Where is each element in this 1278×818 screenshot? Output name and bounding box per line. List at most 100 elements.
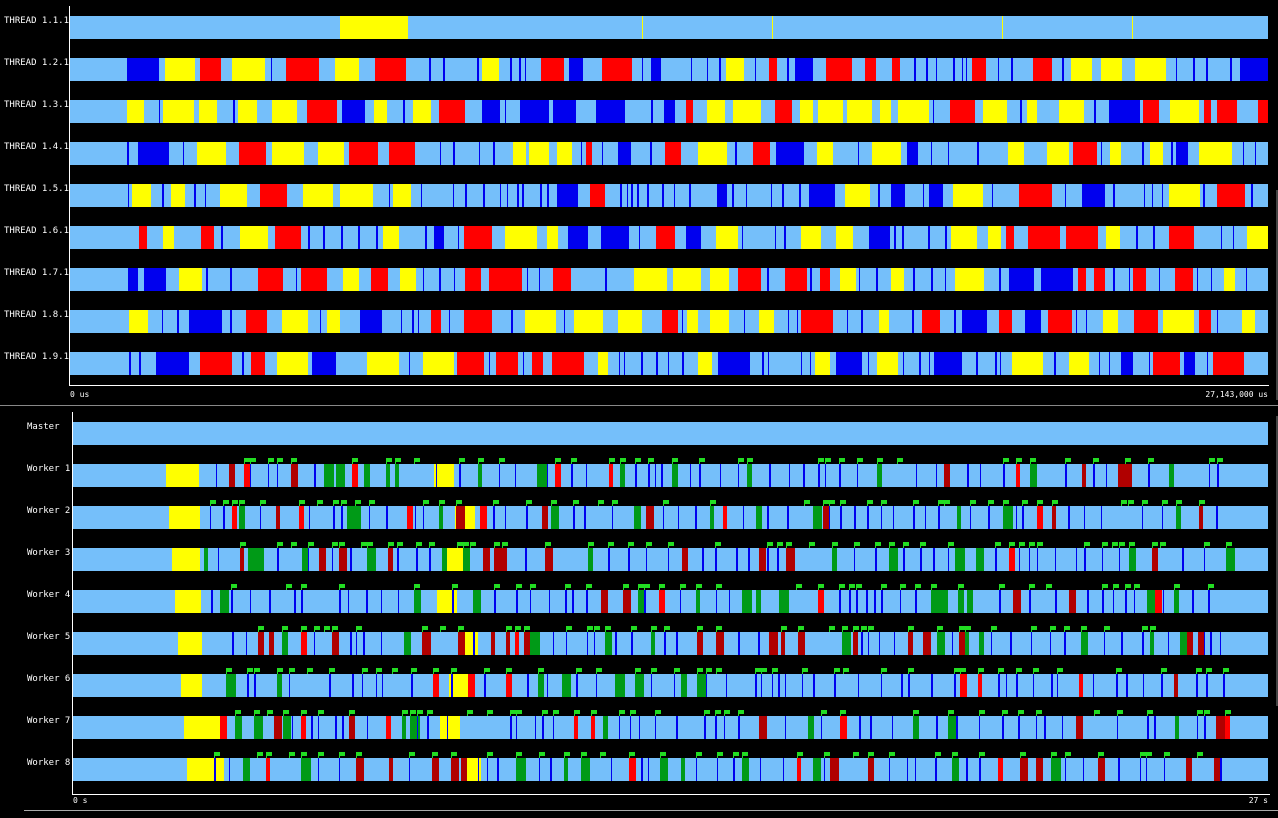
event-flag-icon[interactable] xyxy=(318,710,324,714)
event-flag-icon[interactable] xyxy=(586,584,592,588)
event-flag-icon[interactable] xyxy=(644,584,650,588)
event-flag-icon[interactable] xyxy=(324,626,330,630)
event-flag-icon[interactable] xyxy=(738,458,744,462)
event-flag-icon[interactable] xyxy=(291,458,297,462)
event-flag-icon[interactable] xyxy=(1052,500,1058,504)
event-flag-icon[interactable] xyxy=(422,626,428,630)
event-flag-icon[interactable] xyxy=(1102,584,1108,588)
event-flag-icon[interactable] xyxy=(630,710,636,714)
event-flag-icon[interactable] xyxy=(881,500,887,504)
event-flag-icon[interactable] xyxy=(716,668,722,672)
event-flag-icon[interactable] xyxy=(1199,500,1205,504)
event-flag-icon[interactable] xyxy=(1160,542,1166,546)
event-flag-icon[interactable] xyxy=(998,668,1004,672)
event-flag-icon[interactable] xyxy=(402,710,408,714)
event-flag-icon[interactable] xyxy=(516,584,522,588)
event-flag-icon[interactable] xyxy=(809,542,815,546)
event-flag-icon[interactable] xyxy=(1125,458,1131,462)
event-flag-icon[interactable] xyxy=(1208,584,1214,588)
worker-timeline[interactable]: Master Worker 1 Worker 2 Worker 3 Worker 4 Wo… xyxy=(0,406,1278,818)
event-flag-icon[interactable] xyxy=(1125,584,1131,588)
event-flag-icon[interactable] xyxy=(796,584,802,588)
event-flag-icon[interactable] xyxy=(854,542,860,546)
event-flag-icon[interactable] xyxy=(635,668,641,672)
event-flag-icon[interactable] xyxy=(609,458,615,462)
event-flag-icon[interactable] xyxy=(959,626,965,630)
worker-lane[interactable] xyxy=(73,590,1268,613)
event-flag-icon[interactable] xyxy=(881,668,887,672)
event-flag-icon[interactable] xyxy=(1196,668,1202,672)
event-flag-icon[interactable] xyxy=(277,668,283,672)
event-flag-icon[interactable] xyxy=(1051,752,1057,756)
event-flag-icon[interactable] xyxy=(307,668,313,672)
event-flag-icon[interactable] xyxy=(516,752,522,756)
event-flag-icon[interactable] xyxy=(499,458,505,462)
event-flag-icon[interactable] xyxy=(988,500,994,504)
event-flag-icon[interactable] xyxy=(524,626,530,630)
event-flag-icon[interactable] xyxy=(581,752,587,756)
event-flag-icon[interactable] xyxy=(889,752,895,756)
event-flag-icon[interactable] xyxy=(655,710,661,714)
event-flag-icon[interactable] xyxy=(291,542,297,546)
event-flag-icon[interactable] xyxy=(856,584,862,588)
event-flag-icon[interactable] xyxy=(526,500,532,504)
event-flag-icon[interactable] xyxy=(1016,458,1022,462)
event-flag-icon[interactable] xyxy=(839,584,845,588)
event-flag-icon[interactable] xyxy=(301,626,307,630)
event-flag-icon[interactable] xyxy=(1128,500,1134,504)
event-flag-icon[interactable] xyxy=(459,458,465,462)
event-flag-icon[interactable] xyxy=(1147,710,1153,714)
event-flag-icon[interactable] xyxy=(1020,752,1026,756)
event-flag-icon[interactable] xyxy=(301,752,307,756)
event-flag-icon[interactable] xyxy=(979,752,985,756)
event-flag-icon[interactable] xyxy=(659,584,665,588)
event-flag-icon[interactable] xyxy=(1036,710,1042,714)
event-flag-icon[interactable] xyxy=(777,542,783,546)
event-flag-icon[interactable] xyxy=(1142,500,1148,504)
event-flag-icon[interactable] xyxy=(1150,626,1156,630)
event-flag-icon[interactable] xyxy=(282,626,288,630)
event-flag-icon[interactable] xyxy=(414,458,420,462)
event-flag-icon[interactable] xyxy=(1142,626,1148,630)
worker-lane[interactable] xyxy=(73,674,1268,697)
event-flag-icon[interactable] xyxy=(797,752,803,756)
event-flag-icon[interactable] xyxy=(954,668,960,672)
event-flag-icon[interactable] xyxy=(1033,668,1039,672)
event-flag-icon[interactable] xyxy=(317,500,323,504)
event-flag-icon[interactable] xyxy=(210,500,216,504)
event-flag-icon[interactable] xyxy=(1057,668,1063,672)
event-flag-icon[interactable] xyxy=(388,542,394,546)
event-flag-icon[interactable] xyxy=(1116,668,1122,672)
event-flag-icon[interactable] xyxy=(283,710,289,714)
event-flag-icon[interactable] xyxy=(226,668,232,672)
event-flag-icon[interactable] xyxy=(697,626,703,630)
event-flag-icon[interactable] xyxy=(699,458,705,462)
event-flag-icon[interactable] xyxy=(715,710,721,714)
event-flag-icon[interactable] xyxy=(840,710,846,714)
event-flag-icon[interactable] xyxy=(958,584,964,588)
event-flag-icon[interactable] xyxy=(853,752,859,756)
event-flag-icon[interactable] xyxy=(1206,668,1212,672)
event-flag-icon[interactable] xyxy=(605,626,611,630)
thread-lane[interactable] xyxy=(70,352,1268,375)
event-flag-icon[interactable] xyxy=(948,542,954,546)
event-flag-icon[interactable] xyxy=(530,584,536,588)
event-flag-icon[interactable] xyxy=(395,458,401,462)
event-flag-icon[interactable] xyxy=(1065,458,1071,462)
event-flag-icon[interactable] xyxy=(538,668,544,672)
event-flag-icon[interactable] xyxy=(361,542,367,546)
event-flag-icon[interactable] xyxy=(1164,752,1170,756)
event-flag-icon[interactable] xyxy=(825,458,831,462)
event-flag-icon[interactable] xyxy=(573,500,579,504)
event-flag-icon[interactable] xyxy=(440,626,446,630)
event-flag-icon[interactable] xyxy=(515,626,521,630)
event-flag-icon[interactable] xyxy=(542,710,548,714)
event-flag-icon[interactable] xyxy=(913,500,919,504)
event-flag-icon[interactable] xyxy=(842,626,848,630)
event-flag-icon[interactable] xyxy=(1152,542,1158,546)
event-flag-icon[interactable] xyxy=(960,668,966,672)
event-flag-icon[interactable] xyxy=(651,668,657,672)
event-flag-icon[interactable] xyxy=(254,668,260,672)
event-flag-icon[interactable] xyxy=(1113,584,1119,588)
event-flag-icon[interactable] xyxy=(979,710,985,714)
